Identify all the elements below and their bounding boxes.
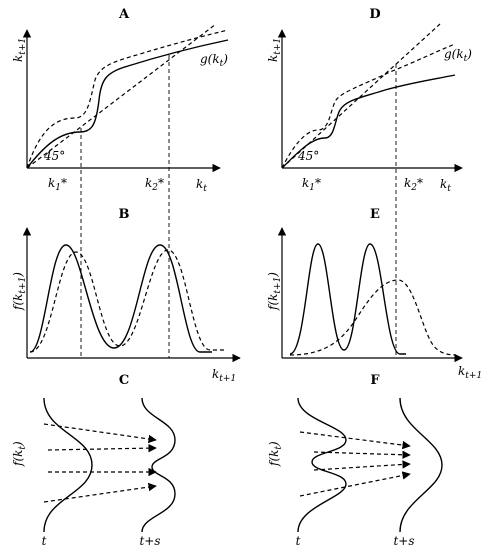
panel-c-arrow-2 xyxy=(47,443,157,453)
panel-a-k2-label: k2* xyxy=(145,176,164,193)
panel-a-angle-label: 45° xyxy=(43,149,65,163)
panel-b-xlabel: kt+1 xyxy=(212,367,236,384)
panel-d-g-curve xyxy=(281,74,456,169)
panel-f-ts-label: t+s xyxy=(393,534,414,548)
panel-d-title: D xyxy=(369,7,380,22)
panel-e-xlabel: kt+1 xyxy=(458,364,482,381)
panel-f-arrow-4 xyxy=(299,471,411,497)
panel-c-left-density xyxy=(43,397,93,533)
panel-d-k1-label: k1* xyxy=(302,176,321,193)
panel-d-xlabel: kt xyxy=(440,177,451,194)
panel-d-dashed-curve xyxy=(281,43,456,169)
panel-f-arrow-1 xyxy=(299,431,411,450)
panel-f-title: F xyxy=(370,373,380,388)
panel-c-right-density xyxy=(141,397,176,533)
panel-b: B f(kt+1) kt+1 xyxy=(11,207,241,384)
panel-d-angle-label: 45° xyxy=(297,149,319,163)
panel-c-ylabel: f(kt) xyxy=(11,441,28,467)
panel-c-ts-label: t+s xyxy=(139,534,160,548)
panel-d: D kt+1 kt g(kt) 45° k1* k2* xyxy=(266,7,472,358)
panel-e-ylabel: f(kt+1) xyxy=(266,272,283,311)
panel-e-solid-density xyxy=(289,243,406,355)
panel-a: A kt+1 kt g(kt) 45° k1* k2* xyxy=(11,7,228,358)
panel-a-ylabel: kt+1 xyxy=(11,38,28,62)
panel-f-left-density xyxy=(297,397,347,533)
panel-f: F f(kt) t t+s xyxy=(267,373,443,548)
panel-a-g-curve xyxy=(26,39,229,169)
panel-c: C f(kt) t t+s xyxy=(11,373,176,548)
panel-e-dashed-density xyxy=(289,279,457,356)
panel-a-k1-label: k1* xyxy=(48,176,67,193)
panel-d-curve-label: g(kt) xyxy=(444,47,472,64)
panel-b-solid-density xyxy=(29,244,212,353)
panel-a-title: A xyxy=(118,7,130,22)
panel-d-k2-label: k2* xyxy=(404,176,423,193)
panel-a-dashed-curve xyxy=(26,29,229,169)
panel-b-dashed-density xyxy=(29,249,226,353)
panel-f-arrow-2 xyxy=(313,450,411,459)
panel-c-arrow-4 xyxy=(43,482,157,503)
panel-c-t-label: t xyxy=(42,534,47,548)
panel-f-arrow-3 xyxy=(313,460,411,471)
panel-b-ylabel: f(kt+1) xyxy=(11,272,28,311)
panel-b-title: B xyxy=(119,207,130,222)
panel-a-xlabel: kt xyxy=(196,177,207,194)
panel-a-curve-label: g(kt) xyxy=(200,52,228,69)
panel-a-45-degree-line xyxy=(26,23,217,169)
panel-f-ylabel: f(kt) xyxy=(267,441,284,467)
panel-d-ylabel: kt+1 xyxy=(266,38,283,62)
panel-e-title: E xyxy=(370,207,380,222)
panel-f-right-density xyxy=(399,397,443,533)
panel-e: E f(kt+1) kt+1 xyxy=(266,207,482,381)
panel-f-t-label: t xyxy=(296,534,301,548)
panel-c-arrow-1 xyxy=(43,423,157,444)
panel-c-title: C xyxy=(119,373,129,388)
